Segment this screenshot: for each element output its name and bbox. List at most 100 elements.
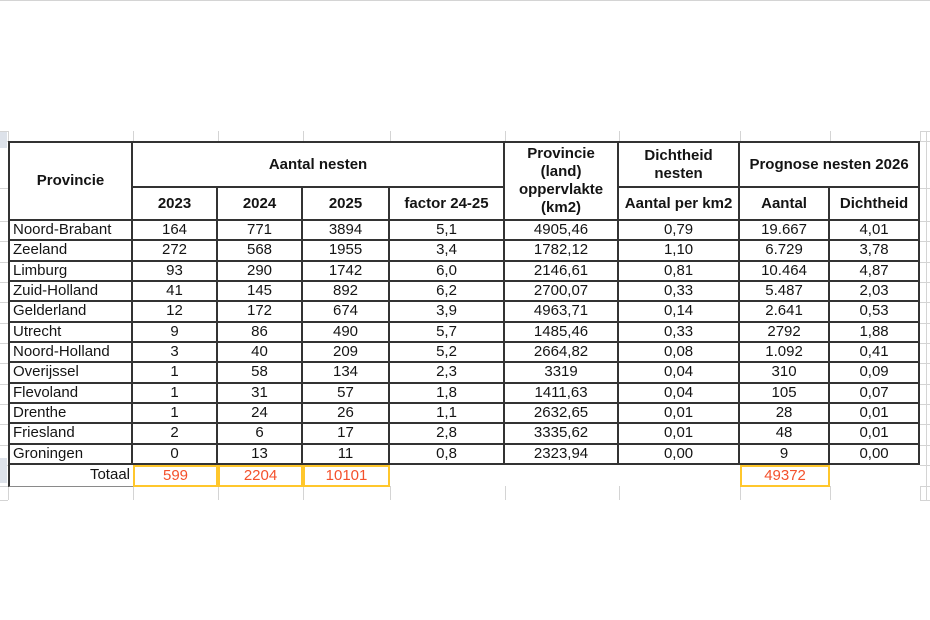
- value-cell[interactable]: 1,88: [830, 322, 921, 343]
- value-cell[interactable]: 0,00: [619, 444, 741, 465]
- value-cell[interactable]: 2: [133, 424, 218, 445]
- header-oppervlakte[interactable]: Provincie (land) oppervlakte (km2): [505, 141, 620, 221]
- value-cell[interactable]: 9: [740, 444, 831, 465]
- value-cell[interactable]: 4905,46: [505, 221, 620, 242]
- value-cell[interactable]: 0,33: [619, 281, 741, 303]
- value-cell[interactable]: 105: [740, 383, 831, 404]
- total-2023-cell[interactable]: 599: [133, 464, 218, 487]
- value-cell[interactable]: 0,81: [619, 261, 741, 282]
- value-cell[interactable]: 1: [133, 383, 218, 404]
- value-cell[interactable]: 0,09: [830, 363, 921, 384]
- value-cell[interactable]: 1,8: [390, 383, 506, 404]
- value-cell[interactable]: 0,07: [830, 383, 921, 404]
- value-cell[interactable]: 674: [303, 302, 390, 323]
- header-aantal-per-km2[interactable]: Aantal per km2: [619, 188, 741, 221]
- value-cell[interactable]: 1742: [303, 261, 390, 282]
- province-cell[interactable]: Limburg: [8, 261, 133, 282]
- value-cell[interactable]: 57: [303, 383, 390, 404]
- value-cell[interactable]: 1411,63: [505, 383, 620, 404]
- province-cell[interactable]: Friesland: [8, 424, 133, 445]
- header-dichtheid-nesten[interactable]: Dichtheid nesten: [619, 141, 741, 188]
- header-2023[interactable]: 2023: [133, 188, 218, 221]
- value-cell[interactable]: 5,1: [390, 221, 506, 242]
- value-cell[interactable]: 0,01: [619, 424, 741, 445]
- value-cell[interactable]: 0,00: [830, 444, 921, 465]
- value-cell[interactable]: 1,1: [390, 403, 506, 425]
- value-cell[interactable]: 19.667: [740, 221, 831, 242]
- value-cell[interactable]: 4963,71: [505, 302, 620, 323]
- header-2024[interactable]: 2024: [218, 188, 303, 221]
- province-cell[interactable]: Groningen: [8, 444, 133, 465]
- value-cell[interactable]: 3335,62: [505, 424, 620, 445]
- value-cell[interactable]: 0,08: [619, 342, 741, 364]
- total-blank-cell[interactable]: [390, 465, 505, 487]
- value-cell[interactable]: 3319: [505, 363, 620, 384]
- header-prognose-dichtheid[interactable]: Dichtheid: [830, 188, 921, 221]
- province-cell[interactable]: Noord-Brabant: [8, 221, 133, 242]
- value-cell[interactable]: 58: [218, 363, 303, 384]
- value-cell[interactable]: 2792: [740, 322, 831, 343]
- value-cell[interactable]: 5.487: [740, 281, 831, 303]
- value-cell[interactable]: 310: [740, 363, 831, 384]
- value-cell[interactable]: 24: [218, 403, 303, 425]
- value-cell[interactable]: 2323,94: [505, 444, 620, 465]
- value-cell[interactable]: 4,87: [830, 261, 921, 282]
- province-cell[interactable]: Gelderland: [8, 302, 133, 323]
- value-cell[interactable]: 134: [303, 363, 390, 384]
- value-cell[interactable]: 2664,82: [505, 342, 620, 364]
- value-cell[interactable]: 490: [303, 322, 390, 343]
- value-cell[interactable]: 5,2: [390, 342, 506, 364]
- total-2024-cell[interactable]: 2204: [218, 464, 303, 487]
- value-cell[interactable]: 5,7: [390, 322, 506, 343]
- value-cell[interactable]: 2700,07: [505, 281, 620, 303]
- value-cell[interactable]: 9: [133, 322, 218, 343]
- value-cell[interactable]: 2632,65: [505, 403, 620, 425]
- total-label[interactable]: Totaal: [8, 464, 133, 487]
- value-cell[interactable]: 1.092: [740, 342, 831, 364]
- value-cell[interactable]: 1: [133, 403, 218, 425]
- value-cell[interactable]: 11: [303, 444, 390, 465]
- total-blank-cell[interactable]: [830, 465, 920, 487]
- value-cell[interactable]: 1,10: [619, 241, 741, 262]
- value-cell[interactable]: 6,2: [390, 281, 506, 303]
- province-cell[interactable]: Utrecht: [8, 322, 133, 343]
- value-cell[interactable]: 0: [133, 444, 218, 465]
- value-cell[interactable]: 17: [303, 424, 390, 445]
- value-cell[interactable]: 12: [133, 302, 218, 323]
- value-cell[interactable]: 892: [303, 281, 390, 303]
- value-cell[interactable]: 0,41: [830, 342, 921, 364]
- value-cell[interactable]: 13: [218, 444, 303, 465]
- value-cell[interactable]: 2.641: [740, 302, 831, 323]
- value-cell[interactable]: 3,78: [830, 241, 921, 262]
- total-prognose-cell[interactable]: 49372: [740, 464, 831, 487]
- value-cell[interactable]: 86: [218, 322, 303, 343]
- value-cell[interactable]: 0,04: [619, 363, 741, 384]
- value-cell[interactable]: 3894: [303, 221, 390, 242]
- header-prognose-aantal[interactable]: Aantal: [740, 188, 831, 221]
- value-cell[interactable]: 145: [218, 281, 303, 303]
- value-cell[interactable]: 568: [218, 241, 303, 262]
- value-cell[interactable]: 6.729: [740, 241, 831, 262]
- value-cell[interactable]: 40: [218, 342, 303, 364]
- header-aantal-nesten[interactable]: Aantal nesten: [133, 141, 506, 188]
- total-blank-cell[interactable]: [619, 465, 740, 487]
- value-cell[interactable]: 3,4: [390, 241, 506, 262]
- value-cell[interactable]: 1: [133, 363, 218, 384]
- total-2025-cell[interactable]: 10101: [303, 464, 390, 487]
- total-blank-cell[interactable]: [505, 465, 619, 487]
- value-cell[interactable]: 2,8: [390, 424, 506, 445]
- value-cell[interactable]: 3,9: [390, 302, 506, 323]
- value-cell[interactable]: 6,0: [390, 261, 506, 282]
- value-cell[interactable]: 0,53: [830, 302, 921, 323]
- value-cell[interactable]: 1782,12: [505, 241, 620, 262]
- province-cell[interactable]: Zuid-Holland: [8, 281, 133, 303]
- header-provincie[interactable]: Provincie: [8, 141, 133, 221]
- value-cell[interactable]: 209: [303, 342, 390, 364]
- header-prognose-2026[interactable]: Prognose nesten 2026: [740, 141, 921, 188]
- value-cell[interactable]: 1955: [303, 241, 390, 262]
- header-factor-24-25[interactable]: factor 24-25: [390, 188, 506, 221]
- value-cell[interactable]: 10.464: [740, 261, 831, 282]
- value-cell[interactable]: 48: [740, 424, 831, 445]
- value-cell[interactable]: 2,3: [390, 363, 506, 384]
- value-cell[interactable]: 0,01: [619, 403, 741, 425]
